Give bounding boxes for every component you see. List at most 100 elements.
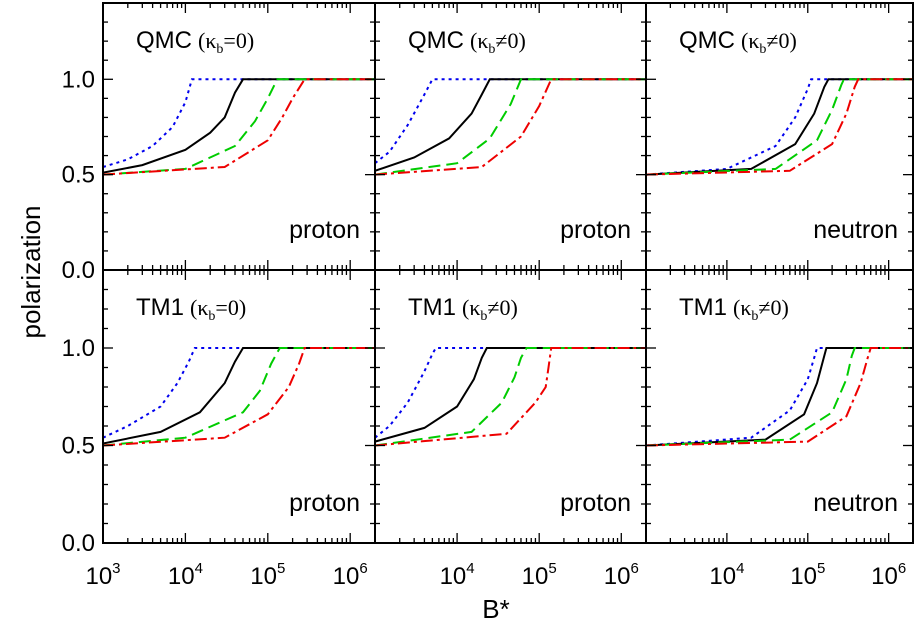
- panel-title: TM1 (κb≠0): [408, 294, 518, 324]
- particle-label: neutron: [813, 216, 898, 244]
- kappa-open: (κ: [198, 28, 216, 53]
- x-tick-exponent: 4: [736, 560, 744, 577]
- series-group: [646, 78, 913, 176]
- kappa-relation: =0): [223, 28, 254, 53]
- series-line-1: [375, 347, 646, 439]
- series-line-1: [103, 78, 375, 168]
- series-line-3: [375, 347, 646, 447]
- series-line-1: [375, 78, 646, 164]
- series-line-3: [103, 347, 375, 447]
- series-line-1: [646, 78, 913, 176]
- particle-label: proton: [560, 489, 631, 517]
- x-tick-label: 106: [871, 560, 906, 590]
- x-tick-label: 104: [709, 560, 744, 590]
- x-tick-base: 10: [440, 563, 467, 590]
- particle-label: proton: [289, 489, 360, 517]
- kappa-relation: ≠0): [487, 295, 517, 320]
- particle-label: neutron: [813, 489, 898, 517]
- series-line-3: [103, 78, 375, 176]
- panel-2: QMC (κb≠0) proton: [374, 2, 647, 271]
- x-tick-base: 10: [604, 563, 631, 590]
- series-group: [103, 347, 375, 447]
- model-name: TM1: [136, 294, 184, 321]
- x-tick-label: 105: [522, 560, 557, 590]
- x-tick-label: 106: [604, 560, 639, 590]
- panel-3: QMC (κb≠0) neutron: [645, 2, 914, 271]
- series-line-4: [646, 347, 913, 447]
- x-tick-exponent: 5: [817, 560, 825, 577]
- y-tick-label: 0.0: [62, 257, 95, 284]
- kappa-subscript: b: [480, 309, 487, 324]
- panel-title: QMC (κb≠0): [408, 27, 526, 57]
- x-tick-label: 105: [250, 560, 285, 590]
- series-line-4: [375, 78, 646, 176]
- x-tick-base: 10: [250, 563, 277, 590]
- series-line-2: [375, 78, 646, 172]
- x-tick-label: 103: [85, 560, 120, 590]
- series-line-3: [646, 347, 913, 447]
- particle-label: proton: [560, 216, 631, 244]
- x-tick-exponent: 3: [112, 560, 120, 577]
- x-tick-label: 105: [790, 560, 825, 590]
- series-line-4: [375, 347, 646, 447]
- panel-title: TM1 (κb=0): [136, 294, 246, 324]
- x-tick-base: 10: [333, 563, 360, 590]
- kappa-open: (κ: [462, 295, 480, 320]
- series-line-1: [103, 347, 375, 439]
- series-group: [375, 78, 646, 176]
- y-tick-label: 0.0: [62, 530, 95, 557]
- kappa-relation: =0): [215, 295, 246, 320]
- panel-4: TM1 (κb=0) proton: [102, 269, 376, 544]
- model-name: TM1: [408, 294, 456, 321]
- kappa-open: (κ: [733, 295, 751, 320]
- series-line-4: [103, 347, 375, 447]
- x-tick-exponent: 5: [548, 560, 556, 577]
- x-tick-base: 10: [168, 563, 195, 590]
- panel-title: TM1 (κb≠0): [679, 294, 789, 324]
- panel-5: TM1 (κb≠0) proton: [374, 269, 647, 544]
- kappa-open: (κ: [190, 295, 208, 320]
- x-tick-label: 104: [168, 560, 203, 590]
- x-tick-exponent: 5: [277, 560, 285, 577]
- x-tick-base: 10: [85, 563, 112, 590]
- x-tick-exponent: 6: [630, 560, 638, 577]
- kappa-open: (κ: [741, 28, 759, 53]
- series-line-2: [646, 347, 913, 447]
- series-line-4: [646, 78, 913, 176]
- panel-frame: [645, 269, 914, 544]
- series-line-3: [646, 78, 913, 176]
- y-tick-label: 1.0: [62, 66, 95, 93]
- y-axis-label: polarization: [16, 206, 46, 339]
- x-axis-label: B*: [482, 594, 509, 624]
- y-tick-label: 1.0: [62, 335, 95, 362]
- series-line-2: [646, 78, 913, 176]
- kappa-relation: ≠0): [758, 295, 788, 320]
- particle-label: proton: [289, 216, 360, 244]
- series-group: [103, 78, 375, 176]
- series-line-1: [646, 347, 913, 447]
- series-line-3: [375, 78, 646, 176]
- x-tick-label: 106: [333, 560, 368, 590]
- panel-6: TM1 (κb≠0) neutron: [645, 269, 914, 544]
- kappa-relation: ≠0): [495, 28, 525, 53]
- x-tick-base: 10: [522, 563, 549, 590]
- x-tick-base: 10: [871, 563, 898, 590]
- x-tick-exponent: 4: [195, 560, 203, 577]
- y-tick-label: 0.5: [62, 433, 95, 460]
- x-tick-label: 104: [440, 560, 475, 590]
- x-tick-exponent: 4: [466, 560, 474, 577]
- series-line-2: [103, 347, 375, 445]
- series-line-2: [375, 347, 646, 443]
- kappa-subscript: b: [488, 42, 495, 57]
- model-name: QMC: [679, 27, 735, 54]
- model-name: TM1: [679, 294, 727, 321]
- model-name: QMC: [408, 27, 464, 54]
- series-group: [375, 347, 646, 447]
- model-name: QMC: [136, 27, 192, 54]
- kappa-subscript: b: [759, 42, 766, 57]
- series-group: [646, 347, 913, 447]
- panel-title: QMC (κb≠0): [679, 27, 797, 57]
- panel-1: QMC (κb=0) proton: [102, 2, 376, 271]
